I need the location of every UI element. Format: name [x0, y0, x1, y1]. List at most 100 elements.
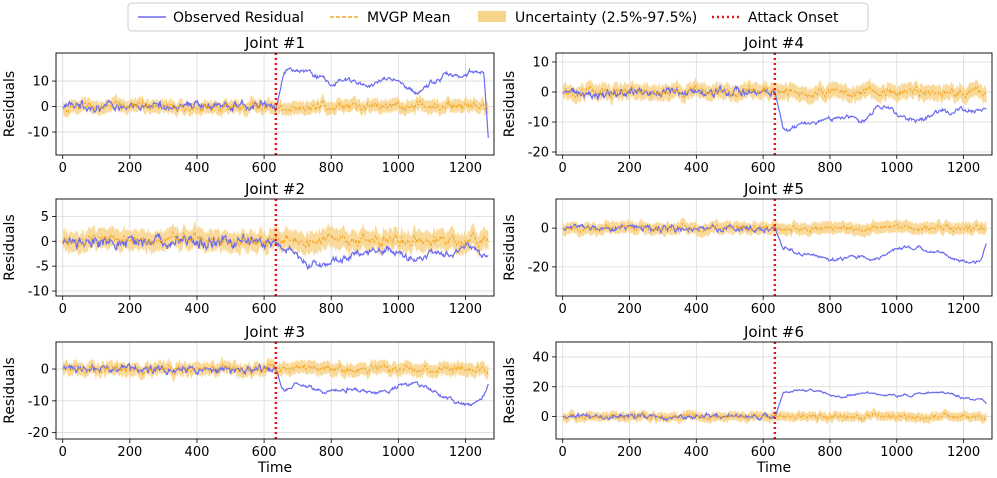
- y-tick-label: 0: [41, 235, 49, 250]
- x-tick-label: 1000: [880, 445, 913, 460]
- panel-title: Joint #5: [743, 180, 804, 198]
- y-tick-label: -10: [28, 126, 49, 141]
- x-tick-label: 600: [751, 302, 776, 317]
- x-tick-label: 1000: [382, 161, 415, 176]
- x-tick-label: 1200: [947, 302, 980, 317]
- y-axis-label: Residuals: [502, 71, 518, 137]
- x-tick-label: 600: [252, 445, 277, 460]
- legend-observed-label: Observed Residual: [173, 10, 304, 26]
- x-tick-label: 400: [185, 161, 210, 176]
- y-tick-label: 0: [541, 222, 549, 237]
- uncertainty-band: [62, 93, 489, 119]
- y-tick-label: 10: [32, 75, 49, 90]
- legend-uncertainty-swatch: [478, 11, 506, 22]
- mvgp-mean-line: [562, 411, 987, 421]
- observed-residual-line: [562, 388, 987, 422]
- observed-residual-line: [562, 223, 987, 265]
- panel-title: Joint #6: [743, 323, 804, 341]
- x-tick-label: 0: [559, 445, 567, 460]
- panel-title: Joint #2: [244, 180, 305, 198]
- x-tick-label: 1000: [382, 302, 415, 317]
- x-tick-label: 200: [617, 445, 642, 460]
- panel-3: 0 200 400 600 800 1000 1200 -10 -5 0 5 Joint #2 Resi…: [2, 180, 495, 317]
- y-tick-label: 10: [532, 56, 549, 71]
- y-tick-label: 40: [532, 350, 549, 365]
- x-tick-label: 0: [559, 302, 567, 317]
- plot-area: [562, 388, 987, 425]
- x-tick-label: 0: [59, 302, 67, 317]
- mvgp-mean-line: [62, 230, 489, 249]
- axes-frame: [55, 52, 495, 156]
- axes-frame: [555, 198, 993, 297]
- legend-attack-label: Attack Onset: [748, 10, 839, 26]
- y-axis-label: Residuals: [502, 214, 518, 280]
- y-tick-label: -10: [28, 285, 49, 300]
- x-tick-label: 200: [617, 302, 642, 317]
- y-tick-label: 0: [541, 86, 549, 101]
- x-tick-label: 800: [319, 445, 344, 460]
- x-tick-label: 1200: [947, 445, 980, 460]
- x-tick-label: 200: [617, 161, 642, 176]
- axes-frame: [555, 52, 993, 156]
- axes-frame: [55, 341, 495, 440]
- axes-frame: [555, 341, 993, 440]
- x-tick-label: 1000: [880, 161, 913, 176]
- y-tick-label: 0: [41, 100, 49, 115]
- y-tick-label: -10: [28, 394, 49, 409]
- y-axis-label: Residuals: [2, 71, 18, 137]
- legend: Observed Residual MVGP Mean Uncertainty …: [127, 2, 869, 32]
- y-axis-label: Residuals: [2, 357, 18, 423]
- y-axis-label: Residuals: [502, 357, 518, 423]
- x-tick-label: 800: [818, 302, 843, 317]
- x-tick-label: 1200: [449, 445, 482, 460]
- x-tick-label: 400: [684, 161, 709, 176]
- observed-residual-line: [62, 362, 489, 407]
- x-tick-label: 1200: [449, 161, 482, 176]
- x-tick-label: 600: [252, 161, 277, 176]
- x-tick-label: 200: [117, 161, 142, 176]
- y-tick-label: -20: [28, 426, 49, 441]
- y-tick-label: 5: [41, 210, 49, 225]
- mvgp-mean-line: [562, 222, 987, 234]
- axes-frame: [55, 198, 495, 297]
- x-tick-label: 600: [751, 445, 776, 460]
- legend-mvgp-label: MVGP Mean: [367, 10, 451, 26]
- panel-title: Joint #3: [244, 323, 305, 341]
- y-tick-label: 0: [541, 410, 549, 425]
- panel-title: Joint #1: [244, 34, 305, 52]
- x-tick-label: 1200: [947, 161, 980, 176]
- x-tick-label: 400: [684, 445, 709, 460]
- x-tick-label: 800: [818, 445, 843, 460]
- panel-title: Joint #4: [743, 34, 804, 52]
- x-tick-label: 600: [751, 161, 776, 176]
- plot-area: [62, 67, 489, 138]
- x-tick-label: 200: [117, 445, 142, 460]
- x-tick-label: 0: [559, 161, 567, 176]
- x-tick-label: 200: [117, 302, 142, 317]
- x-tick-label: 0: [59, 445, 67, 460]
- y-tick-label: -10: [528, 116, 549, 131]
- x-tick-label: 1200: [449, 302, 482, 317]
- observed-residual-line: [62, 232, 489, 271]
- y-tick-label: 0: [41, 363, 49, 378]
- x-tick-label: 400: [185, 445, 210, 460]
- x-tick-label: 1000: [382, 445, 415, 460]
- y-tick-label: -5: [36, 260, 49, 275]
- panel-2: 0 200 400 600 800 1000 1200 -20 -10 0 10 Joint #4 Re…: [502, 34, 993, 176]
- panel-4: 0 200 400 600 800 1000 1200 -20 0 Joint #5 Residua…: [502, 180, 993, 317]
- x-tick-label: 400: [185, 302, 210, 317]
- y-tick-label: 20: [532, 380, 549, 395]
- legend-uncertainty-label: Uncertainty (2.5%-97.5%): [515, 10, 697, 26]
- y-tick-label: -20: [528, 146, 549, 161]
- x-tick-label: 0: [59, 161, 67, 176]
- y-tick-label: -20: [528, 260, 549, 275]
- x-axis-label: Time: [756, 460, 791, 476]
- plot-area: [562, 217, 987, 265]
- x-tick-label: 800: [818, 161, 843, 176]
- x-tick-label: 800: [319, 302, 344, 317]
- observed-residual-line: [62, 67, 489, 138]
- x-tick-label: 1000: [880, 302, 913, 317]
- x-tick-label: 400: [684, 302, 709, 317]
- panel-6: 0 200 400 600 800 1000 1200 0 20 40 Joint #6 Residu…: [502, 323, 993, 476]
- panel-5: 0 200 400 600 800 1000 1200 -20 -10 0 Joint #3 Resi…: [2, 323, 495, 476]
